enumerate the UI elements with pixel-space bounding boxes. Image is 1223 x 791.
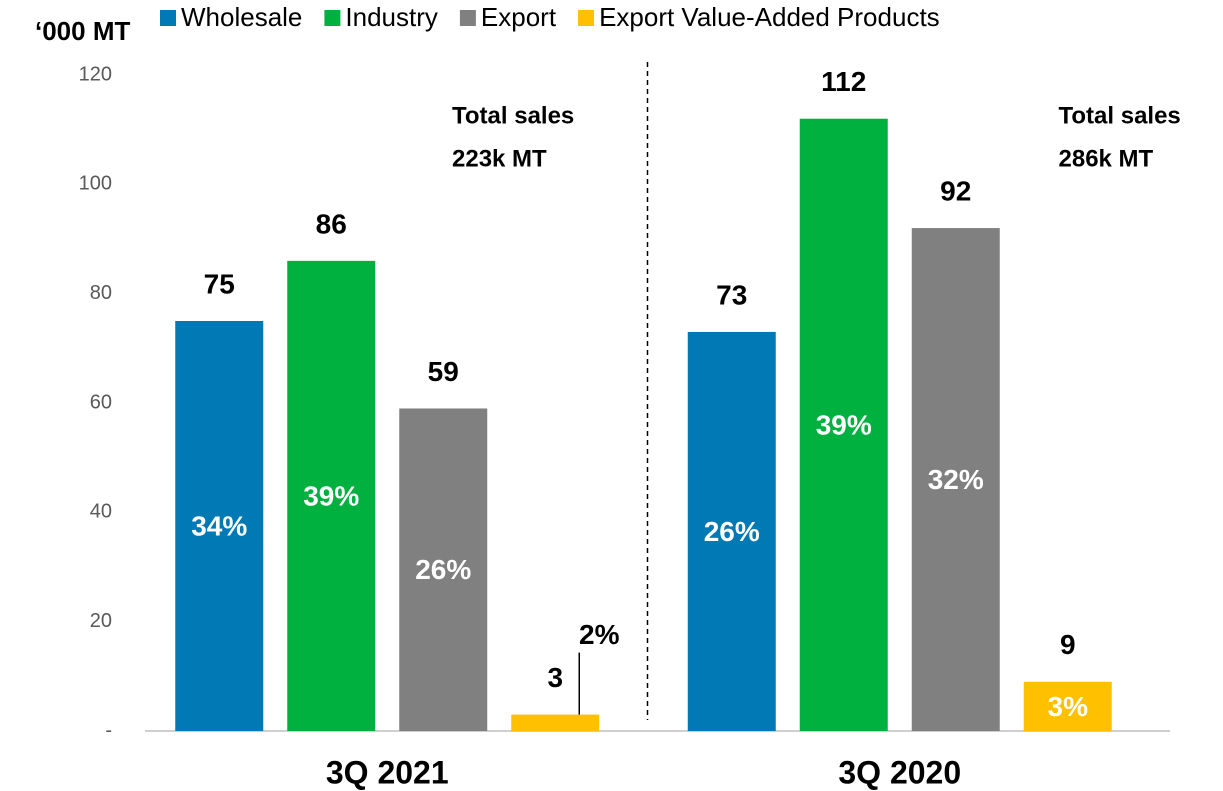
legend-swatch xyxy=(459,10,476,26)
bar xyxy=(799,118,888,731)
legend-label: Wholesale xyxy=(181,2,302,32)
share-label: 26% xyxy=(704,516,760,547)
bar xyxy=(911,228,1000,732)
value-label: 9 xyxy=(1060,629,1076,660)
legend-label: Export Value-Added Products xyxy=(599,2,940,32)
bar xyxy=(175,321,264,731)
value-label: 86 xyxy=(316,208,347,239)
y-tick-label: 120 xyxy=(79,63,112,85)
x-tick-label: 3Q 2021 xyxy=(326,754,449,790)
value-label: 59 xyxy=(428,356,459,387)
bar xyxy=(399,408,488,731)
bar xyxy=(511,714,600,731)
share-label: 3% xyxy=(1048,691,1089,722)
legend-swatch xyxy=(578,10,595,26)
share-label: 39% xyxy=(303,480,359,511)
share-label: 39% xyxy=(816,409,872,440)
value-label: 75 xyxy=(204,268,235,299)
bar xyxy=(287,260,376,731)
legend-swatch xyxy=(324,10,341,26)
bar xyxy=(687,331,776,731)
annotation: 286k MT xyxy=(1059,145,1154,172)
y-tick-label: 60 xyxy=(90,391,112,413)
legend-label: Industry xyxy=(345,2,438,32)
y-tick-label: 80 xyxy=(90,282,112,304)
share-label: 26% xyxy=(415,554,471,585)
value-label: 73 xyxy=(716,279,747,310)
value-label: 92 xyxy=(940,175,971,206)
value-label: 112 xyxy=(821,66,866,97)
annotation: Total sales xyxy=(1059,102,1181,129)
annotation: 223k MT xyxy=(452,145,547,172)
annotation: Total sales xyxy=(452,102,574,129)
share-label: 2% xyxy=(579,619,620,650)
legend-label: Export xyxy=(481,2,557,32)
y-tick-label: - xyxy=(105,719,112,741)
share-label: 32% xyxy=(928,464,984,495)
bar xyxy=(1023,681,1112,731)
y-tick-label: 100 xyxy=(79,173,112,195)
value-label: 3 xyxy=(547,662,563,693)
y-tick-label: 20 xyxy=(90,610,112,632)
share-label: 34% xyxy=(191,510,247,541)
x-tick-label: 3Q 2020 xyxy=(838,754,961,790)
y-tick-label: 40 xyxy=(90,501,112,523)
y-axis-title: ‘000 MT xyxy=(35,16,130,46)
legend-swatch xyxy=(160,10,176,26)
